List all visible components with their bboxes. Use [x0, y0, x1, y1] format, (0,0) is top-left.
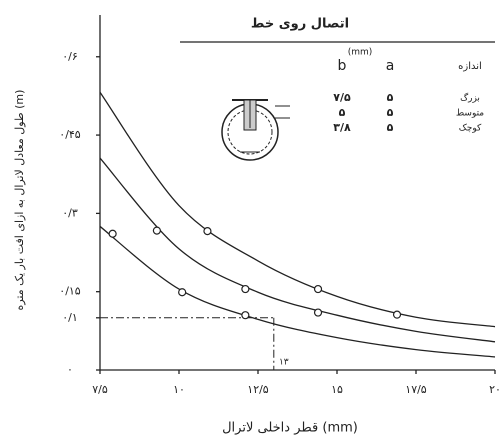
- inset-cell: متوسط: [456, 109, 484, 119]
- y-tick-label: ۰/۶: [62, 50, 78, 63]
- inset-cell: کوچک: [459, 124, 482, 134]
- curve: [99, 157, 496, 343]
- reference-label: ۱۳: [279, 358, 289, 368]
- y-tick-label: ۰/۳: [62, 206, 78, 219]
- inset-header: b: [338, 58, 347, 74]
- x-tick-label: ۲۰: [489, 383, 501, 396]
- curve-marker: [313, 284, 323, 294]
- curve-marker: [178, 288, 187, 297]
- pipe-icon: [221, 99, 290, 161]
- inset-cell: ۵: [387, 106, 394, 119]
- curve: [99, 91, 496, 328]
- y-tick-label: ۰/۱۵: [59, 285, 81, 298]
- curve: [99, 225, 496, 358]
- x-tick-label: ۱۷/۵: [405, 383, 427, 396]
- x-axis-label: قطر داخلی لاترال (mm): [222, 421, 358, 436]
- y-tick-label: ۰: [67, 363, 73, 376]
- inset-cell: بزرگ: [460, 92, 480, 104]
- curve-marker: [241, 284, 250, 294]
- curve-marker: [203, 227, 212, 236]
- y-tick-label: ۰/۱: [62, 311, 78, 324]
- x-tick-label: ۱۵: [331, 383, 343, 396]
- curve-marker: [108, 229, 117, 238]
- curve-marker: [392, 310, 402, 319]
- inset-unit: (mm): [348, 48, 373, 58]
- y-tick-label: ۰/۴۵: [59, 128, 81, 141]
- inset-cell: ۳/۸: [333, 121, 351, 134]
- inset-cell: ۷/۵: [333, 91, 351, 104]
- inset-header: a: [386, 58, 395, 74]
- x-tick-label: ۱۲/۵: [247, 383, 269, 396]
- inset-header: اندازه: [458, 61, 482, 72]
- curve-marker: [241, 311, 250, 320]
- inset-title: اتصال روی خط: [251, 17, 349, 32]
- curve-marker: [152, 226, 161, 235]
- curve-marker: [313, 308, 323, 317]
- x-tick-label: ۱۰: [173, 383, 185, 396]
- x-tick-label: ۷/۵: [92, 383, 108, 396]
- inset-cell: ۵: [387, 121, 394, 134]
- inset-cell: ۵: [339, 106, 346, 119]
- inset-cell: ۵: [387, 91, 394, 104]
- y-axis-label: طول معادل لاترال به ازای افت بار یک متره…: [13, 90, 26, 311]
